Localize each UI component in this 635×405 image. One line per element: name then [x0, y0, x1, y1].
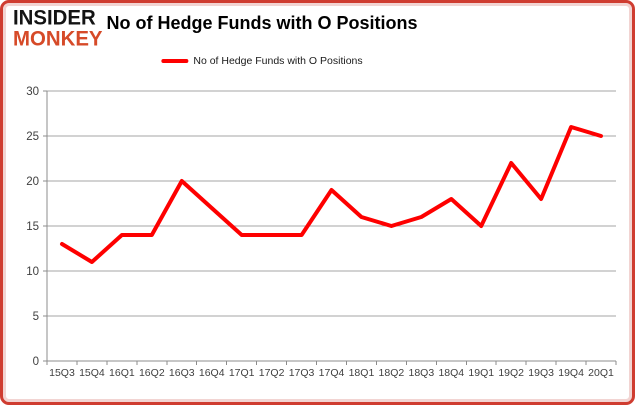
- x-tick-label-16Q1: 16Q1: [109, 367, 135, 379]
- x-tick-label-18Q4: 18Q4: [438, 367, 464, 379]
- x-tick-label-15Q3: 15Q3: [49, 367, 75, 379]
- x-tick-label-20Q1: 20Q1: [588, 367, 614, 379]
- y-tick-label-15: 15: [26, 221, 39, 233]
- y-tick-label-30: 30: [26, 86, 39, 98]
- logo-line-insider: INSIDER: [13, 5, 96, 30]
- logo-line-monkey: MONKEY: [13, 26, 103, 51]
- y-tick-label-0: 0: [33, 356, 39, 368]
- x-tick-label-16Q3: 16Q3: [169, 367, 195, 379]
- y-tick-label-20: 20: [26, 176, 39, 188]
- x-tick-label-18Q1: 18Q1: [349, 367, 375, 379]
- insider-monkey-logo: INSIDER MONKEY: [13, 5, 103, 51]
- x-tick-label-19Q3: 19Q3: [528, 367, 554, 379]
- y-tick-label-5: 5: [33, 311, 39, 323]
- x-tick-label-18Q3: 18Q3: [408, 367, 434, 379]
- x-tick-label-16Q4: 16Q4: [199, 367, 225, 379]
- x-tick-label-19Q1: 19Q1: [468, 367, 494, 379]
- y-tick-label-10: 10: [26, 266, 39, 278]
- legend: No of Hedge Funds with O Positions: [161, 55, 363, 67]
- x-tick-label-17Q1: 17Q1: [229, 367, 255, 379]
- x-tick-label-18Q2: 18Q2: [379, 367, 405, 379]
- x-tick-label-19Q4: 19Q4: [558, 367, 584, 379]
- x-tick-label-17Q4: 17Q4: [319, 367, 345, 379]
- chart-title: No of Hedge Funds with O Positions: [106, 13, 418, 33]
- x-tick-label-17Q3: 17Q3: [289, 367, 315, 379]
- data-series-line: [60, 125, 603, 264]
- x-tick-label-19Q2: 19Q2: [498, 367, 524, 379]
- y-tick-label-25: 25: [26, 131, 39, 143]
- legend-label: No of Hedge Funds with O Positions: [193, 55, 363, 67]
- x-tick-label-15Q4: 15Q4: [79, 367, 105, 379]
- legend-line-swatch: [161, 59, 189, 63]
- x-tick-label-17Q2: 17Q2: [259, 367, 285, 379]
- x-tick-label-16Q2: 16Q2: [139, 367, 165, 379]
